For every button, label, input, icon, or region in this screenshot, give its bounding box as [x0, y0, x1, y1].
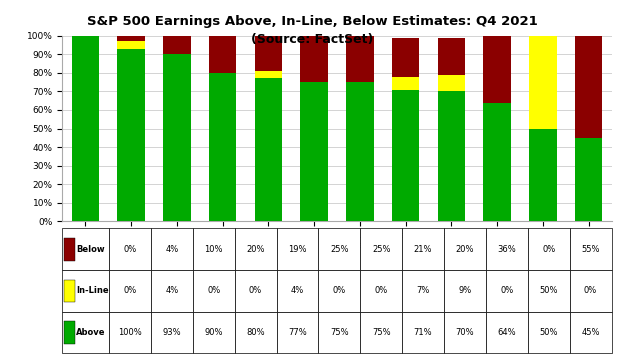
- Text: Above: Above: [76, 328, 106, 337]
- Bar: [209, 73, 236, 221]
- Bar: [300, 36, 328, 82]
- Text: 70%: 70%: [456, 328, 474, 337]
- Text: 7%: 7%: [416, 286, 430, 296]
- Bar: [255, 71, 282, 79]
- Text: 55%: 55%: [582, 245, 600, 254]
- Bar: [72, 36, 99, 221]
- Text: 0%: 0%: [124, 286, 137, 296]
- Text: 10%: 10%: [205, 245, 223, 254]
- Text: 100%: 100%: [118, 328, 142, 337]
- Bar: [437, 75, 465, 91]
- Text: 75%: 75%: [330, 328, 349, 337]
- Bar: [392, 37, 419, 76]
- Text: 0%: 0%: [207, 286, 220, 296]
- Bar: [117, 49, 145, 221]
- Bar: [484, 36, 511, 102]
- Text: 0%: 0%: [584, 286, 597, 296]
- Text: 50%: 50%: [540, 286, 558, 296]
- Bar: [255, 79, 282, 221]
- Text: 93%: 93%: [163, 328, 181, 337]
- Text: 90%: 90%: [205, 328, 223, 337]
- Text: 45%: 45%: [582, 328, 600, 337]
- Text: 25%: 25%: [330, 245, 349, 254]
- Text: 71%: 71%: [414, 328, 432, 337]
- Text: 36%: 36%: [497, 245, 516, 254]
- Bar: [392, 76, 419, 90]
- Text: In-Line: In-Line: [76, 286, 109, 296]
- Text: 77%: 77%: [288, 328, 307, 337]
- Bar: [209, 36, 236, 73]
- Text: 0%: 0%: [249, 286, 262, 296]
- Bar: [163, 54, 190, 221]
- Bar: [346, 82, 374, 221]
- Bar: [529, 36, 557, 129]
- Bar: [529, 129, 557, 221]
- Text: 4%: 4%: [291, 286, 304, 296]
- Bar: [484, 102, 511, 221]
- Bar: [300, 82, 328, 221]
- Bar: [255, 36, 282, 71]
- Bar: [117, 41, 145, 49]
- Text: 80%: 80%: [246, 328, 265, 337]
- Text: 0%: 0%: [124, 245, 137, 254]
- Bar: [346, 36, 374, 82]
- Bar: [575, 36, 602, 138]
- Bar: [163, 36, 190, 54]
- Bar: [437, 37, 465, 75]
- Text: 50%: 50%: [540, 328, 558, 337]
- Text: 20%: 20%: [246, 245, 265, 254]
- Text: 4%: 4%: [165, 245, 178, 254]
- Text: 9%: 9%: [459, 286, 472, 296]
- Text: (Source: FactSet): (Source: FactSet): [251, 33, 373, 46]
- Text: 0%: 0%: [542, 245, 555, 254]
- Bar: [117, 34, 145, 41]
- Bar: [575, 138, 602, 221]
- Text: 64%: 64%: [497, 328, 516, 337]
- Text: 0%: 0%: [333, 286, 346, 296]
- Bar: [392, 90, 419, 221]
- Text: 20%: 20%: [456, 245, 474, 254]
- Text: S&P 500 Earnings Above, In-Line, Below Estimates: Q4 2021: S&P 500 Earnings Above, In-Line, Below E…: [87, 15, 537, 28]
- Text: Below: Below: [76, 245, 105, 254]
- Text: 75%: 75%: [372, 328, 391, 337]
- Text: 25%: 25%: [372, 245, 391, 254]
- Text: 19%: 19%: [288, 245, 307, 254]
- Text: 0%: 0%: [500, 286, 514, 296]
- Text: 0%: 0%: [374, 286, 388, 296]
- Text: 4%: 4%: [165, 286, 178, 296]
- Text: 21%: 21%: [414, 245, 432, 254]
- Bar: [437, 91, 465, 221]
